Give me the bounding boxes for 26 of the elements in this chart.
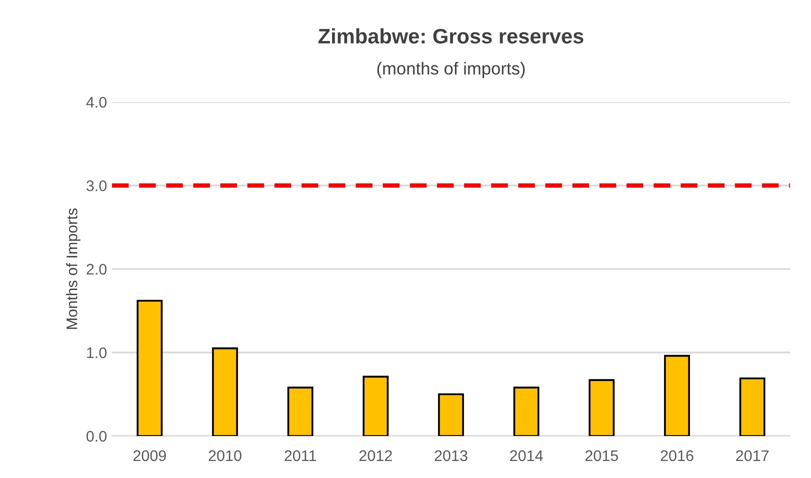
x-tick-label: 2015 [585,450,618,462]
bar [664,354,690,436]
y-tick-label: 2.0 [86,264,107,275]
y-tick-label: 1.0 [87,347,107,358]
x-tick-label: 2013 [434,450,468,462]
y-axis-title: Months of Imports [66,208,80,329]
y-tick-label: 0.0 [86,430,107,442]
bar [588,379,615,436]
bar [513,386,540,436]
bar [739,377,766,436]
x-tick-label: 2009 [133,450,166,462]
x-tick-label: 2011 [284,450,316,462]
x-tick-label: 2017 [736,450,769,462]
bar [136,300,163,436]
x-tick-label: 2010 [208,450,242,462]
x-tick-label: 2016 [660,450,694,462]
x-tick-label: 2014 [510,450,543,462]
y-tick-label: 3.0 [86,180,107,192]
bar [362,376,389,436]
x-tick-label: 2012 [359,450,392,462]
bar [287,386,314,436]
y-tick-label: 4.0 [86,96,107,108]
chart-title: Zimbabwe: Gross reserves [318,28,584,44]
bar [212,347,238,436]
chart-subtitle: (months of imports) [377,62,525,78]
bar [438,393,464,436]
